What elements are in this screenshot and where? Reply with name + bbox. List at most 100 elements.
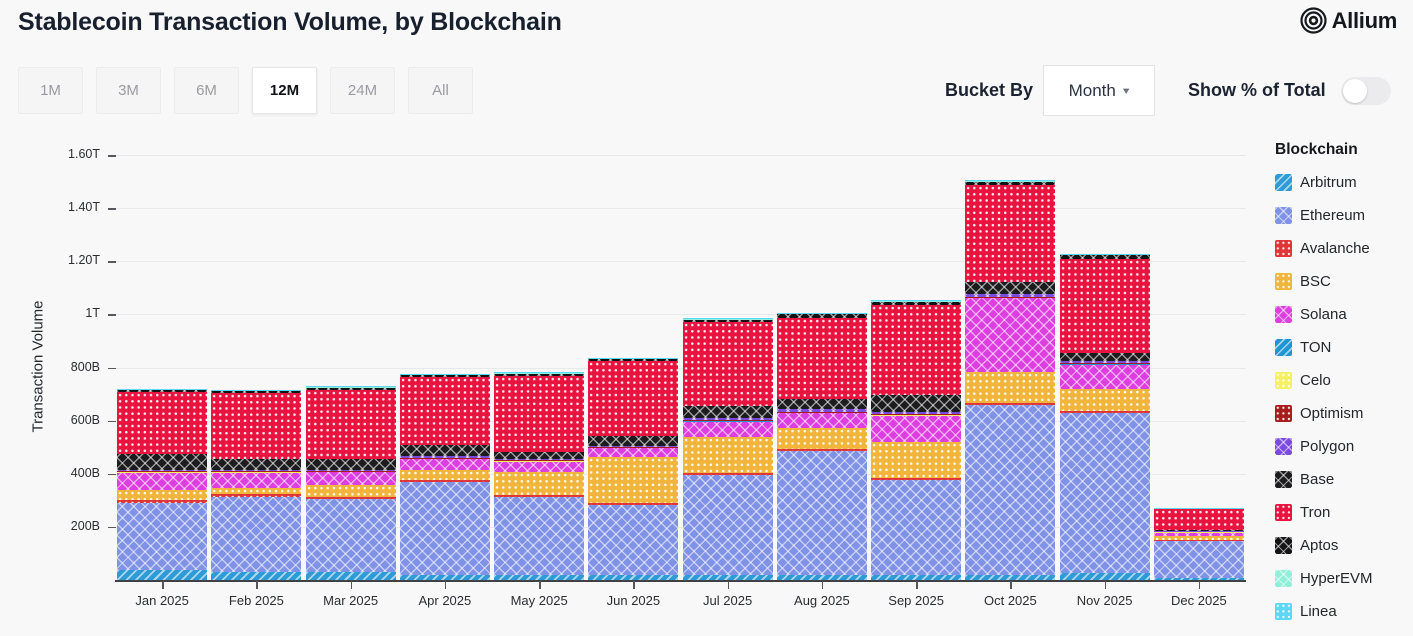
segment-base — [1060, 353, 1150, 361]
bar-nov-2025[interactable] — [1060, 155, 1150, 580]
bar-oct-2025[interactable] — [965, 155, 1055, 580]
segment-tron — [306, 390, 396, 460]
segment-base — [400, 445, 490, 457]
legend-item-ton[interactable]: TON — [1275, 339, 1373, 356]
segment-avalanche — [683, 473, 773, 475]
legend-label: Solana — [1300, 306, 1347, 323]
legend-swatch-tron — [1275, 504, 1292, 521]
segment-base — [683, 406, 773, 418]
segment-bsc — [117, 490, 207, 500]
legend-swatch-linea — [1275, 603, 1292, 620]
segment-avalanche — [777, 449, 867, 451]
legend-label: BSC — [1300, 273, 1331, 290]
range-button-3m[interactable]: 3M — [96, 67, 161, 114]
range-button-6m[interactable]: 6M — [174, 67, 239, 114]
segment-solana — [494, 462, 584, 472]
segment-solana — [965, 298, 1055, 372]
segment-polygon — [306, 470, 396, 471]
show-percent-toggle[interactable] — [1341, 77, 1391, 105]
bar-aug-2025[interactable] — [777, 155, 867, 580]
segment-arbitrum — [211, 572, 301, 580]
segment-arbitrum — [306, 572, 396, 580]
segment-solana — [400, 459, 490, 470]
segment-aptos — [494, 373, 584, 376]
x-tick-label: Feb 2025 — [209, 593, 303, 608]
legend-swatch-avalanche — [1275, 240, 1292, 257]
legend: Blockchain Arbitrum Ethereum Avalanche BSC S… — [1275, 141, 1373, 636]
segment-solana — [683, 421, 773, 437]
legend-label: Ethereum — [1300, 207, 1365, 224]
bar-feb-2025[interactable] — [211, 155, 301, 580]
bar-apr-2025[interactable] — [400, 155, 490, 580]
range-button-24m[interactable]: 24M — [330, 67, 395, 114]
legend-item-arbitrum[interactable]: Arbitrum — [1275, 174, 1373, 191]
legend-item-celo[interactable]: Celo — [1275, 372, 1373, 389]
x-tick-mark — [351, 581, 353, 589]
bucket-by-dropdown[interactable]: Month ▾ — [1043, 65, 1155, 116]
bucket-by-label: Bucket By — [945, 80, 1033, 101]
x-tick-label: May 2025 — [492, 593, 586, 608]
x-tick-mark — [728, 581, 730, 589]
segment-tron — [1060, 259, 1150, 353]
legend-item-linea[interactable]: Linea — [1275, 603, 1373, 620]
legend-item-polygon[interactable]: Polygon — [1275, 438, 1373, 455]
segment-avalanche — [588, 503, 678, 505]
legend-swatch-bsc — [1275, 273, 1292, 290]
time-range-button-group: 1M 3M 6M 12M 24M All — [18, 67, 473, 114]
legend-swatch-ton — [1275, 339, 1292, 356]
legend-item-optimism[interactable]: Optimism — [1275, 405, 1373, 422]
legend-item-ethereum[interactable]: Ethereum — [1275, 207, 1373, 224]
x-tick-mark — [162, 581, 164, 589]
bar-jun-2025[interactable] — [588, 155, 678, 580]
segment-ton — [965, 297, 1055, 298]
range-button-12m[interactable]: 12M — [252, 67, 317, 114]
y-tick-label: 400B — [30, 466, 100, 480]
segment-polygon — [494, 459, 584, 460]
range-button-1m[interactable]: 1M — [18, 67, 83, 114]
x-tick-mark — [1199, 581, 1201, 589]
x-tick-label: Aug 2025 — [775, 593, 869, 608]
legend-item-aptos[interactable]: Aptos — [1275, 537, 1373, 554]
bar-jul-2025[interactable] — [683, 155, 773, 580]
range-button-all[interactable]: All — [408, 67, 473, 114]
legend-swatch-celo — [1275, 372, 1292, 389]
legend-item-avalanche[interactable]: Avalanche — [1275, 240, 1373, 257]
legend-item-solana[interactable]: Solana — [1275, 306, 1373, 323]
segment-base — [494, 452, 584, 459]
segment-polygon — [777, 409, 867, 411]
segment-base — [211, 459, 301, 470]
x-tick-mark — [256, 581, 258, 589]
segment-avalanche — [1154, 540, 1244, 541]
legend-item-hyperevm[interactable]: HyperEVM — [1275, 570, 1373, 587]
bar-may-2025[interactable] — [494, 155, 584, 580]
segment-ethereum — [777, 451, 867, 575]
legend-title: Blockchain — [1275, 141, 1373, 159]
segment-bsc — [871, 442, 961, 478]
y-tick-label: 800B — [30, 360, 100, 374]
segment-bsc — [588, 457, 678, 503]
legend-item-bsc[interactable]: BSC — [1275, 273, 1373, 290]
segment-bsc — [494, 472, 584, 495]
legend-item-base[interactable]: Base — [1275, 471, 1373, 488]
segment-avalanche — [306, 497, 396, 499]
segment-ethereum — [117, 503, 207, 570]
bar-sep-2025[interactable] — [871, 155, 961, 580]
legend-label: Arbitrum — [1300, 174, 1357, 191]
bar-jan-2025[interactable] — [117, 155, 207, 580]
segment-optimism — [117, 471, 207, 472]
segment-ton — [494, 461, 584, 462]
segment-base — [871, 395, 961, 412]
segment-tron — [400, 377, 490, 445]
legend-item-tron[interactable]: Tron — [1275, 504, 1373, 521]
bar-dec-2025[interactable] — [1154, 155, 1244, 580]
segment-ethereum — [588, 505, 678, 575]
x-tick-label: Mar 2025 — [304, 593, 398, 608]
segment-bsc — [1154, 536, 1244, 540]
segment-ton — [117, 472, 207, 473]
toggle-knob — [1343, 79, 1367, 103]
x-tick-label: Jan 2025 — [115, 593, 209, 608]
bar-mar-2025[interactable] — [306, 155, 396, 580]
legend-label: Tron — [1300, 504, 1330, 521]
y-tick-label: 600B — [30, 413, 100, 427]
y-tick-label: 1.20T — [30, 253, 100, 267]
